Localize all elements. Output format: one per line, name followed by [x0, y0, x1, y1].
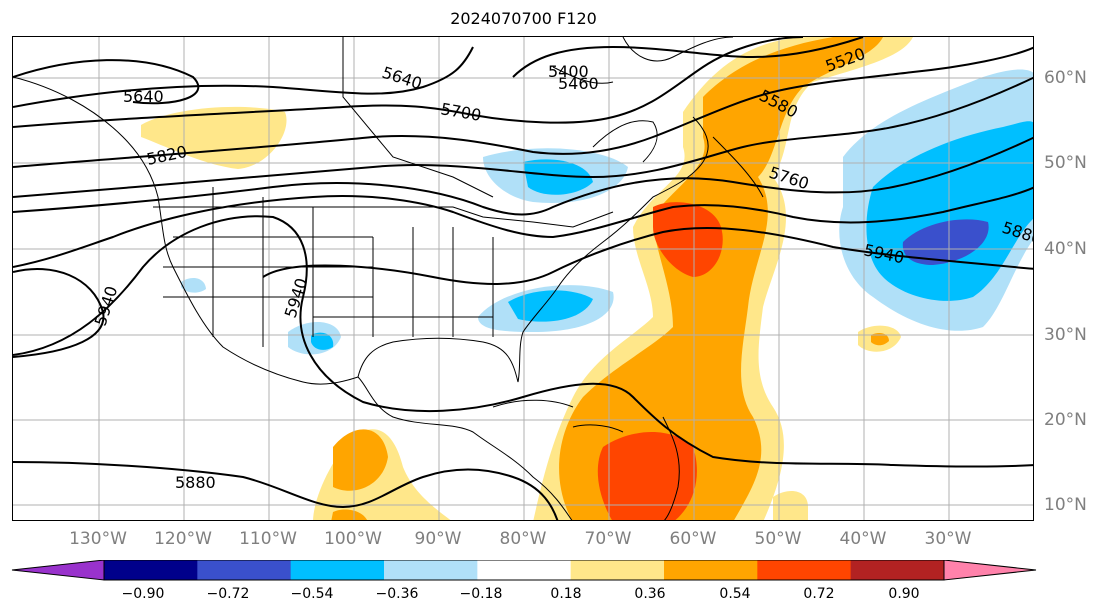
latitude-label: 60°N: [1044, 68, 1087, 88]
longitude-label: 90°W: [414, 529, 462, 549]
contour-label: 5940: [281, 276, 312, 321]
colorbar-tick: 0.90: [888, 586, 920, 602]
anomaly-negative-region: [523, 159, 593, 195]
contour-label: 5400: [548, 62, 589, 81]
longitude-label: 110°W: [239, 529, 297, 549]
colorbar-cell: [850, 560, 945, 580]
colorbar-extend-low: [11, 560, 105, 581]
colorbar-tick: 0.54: [719, 586, 751, 602]
colorbar-tick: 0.18: [550, 586, 582, 602]
contour-label: 5700: [439, 99, 482, 125]
colorbar-tick: 0.72: [803, 586, 835, 602]
anomaly-positive-region: [871, 333, 889, 346]
graticule: [13, 37, 1033, 520]
colorbar-cell: [570, 560, 665, 580]
latitude-label: 40°N: [1044, 239, 1087, 259]
latitude-label: 10°N: [1044, 495, 1087, 515]
colorbar-cell: [290, 560, 385, 580]
map-title: 2024070700 F120: [450, 9, 597, 28]
colorbar-tick: −0.18: [459, 586, 503, 602]
contour-label: 5820: [145, 142, 189, 169]
latitude-label: 20°N: [1044, 410, 1087, 430]
map-panel: 5640 5820 5640 5700 5400 5460 5520 5580 …: [12, 36, 1034, 521]
anomaly-positive-region: [559, 37, 883, 520]
colorbar-tick: 0.36: [634, 586, 666, 602]
anomaly-negative-region: [311, 332, 334, 350]
contour-label: 5460: [558, 74, 599, 93]
colorbar-cell: [197, 560, 292, 580]
longitude-label: 130°W: [69, 529, 127, 549]
anomaly-strong-positive-region: [653, 202, 723, 277]
anomaly-strong-positive-region: [597, 432, 697, 520]
longitude-label: 120°W: [154, 529, 212, 549]
contour-label: 5940: [91, 284, 122, 329]
colorbar-tick: −0.54: [290, 586, 334, 602]
anomaly-fill-layer: [141, 37, 1033, 520]
contour-label: 5640: [380, 63, 425, 94]
colorbar-cell: [477, 560, 572, 580]
latitude-label: 50°N: [1044, 153, 1087, 173]
colorbar-cell: [104, 560, 198, 580]
anomaly-positive-region: [331, 509, 367, 520]
longitude-label: 70°W: [584, 529, 632, 549]
longitude-label: 30°W: [924, 529, 972, 549]
longitude-label: 100°W: [324, 529, 382, 549]
map-canvas: 5640 5820 5640 5700 5400 5460 5520 5580 …: [13, 37, 1033, 520]
anomaly-negative-region: [902, 219, 989, 265]
colorbar-cells: [11, 560, 1037, 581]
colorbar-extend-high: [943, 560, 1037, 581]
longitude-label: 40°W: [839, 529, 887, 549]
colorbar-tick: −0.90: [121, 586, 165, 602]
colorbar-cell: [384, 560, 478, 580]
contour-label: 5640: [123, 87, 164, 106]
longitude-label: 60°W: [669, 529, 717, 549]
anomaly-positive-region: [333, 429, 388, 491]
colorbar-tick: −0.36: [375, 586, 419, 602]
anomaly-positive-region: [141, 106, 287, 169]
latitude-label: 30°N: [1044, 325, 1087, 345]
anomaly-negative-region: [181, 277, 206, 293]
anomaly-positive-region: [773, 491, 808, 520]
colorbar-tick: −0.72: [206, 586, 250, 602]
colorbar: [11, 560, 1037, 581]
contour-label: 5880: [175, 473, 216, 492]
colorbar-cell: [664, 560, 758, 580]
coastline-layer: [13, 37, 764, 520]
anomaly-negative-region: [508, 290, 593, 322]
colorbar-cell: [757, 560, 852, 580]
longitude-label: 80°W: [499, 529, 547, 549]
longitude-label: 50°W: [754, 529, 802, 549]
height-contours: [13, 37, 1033, 520]
